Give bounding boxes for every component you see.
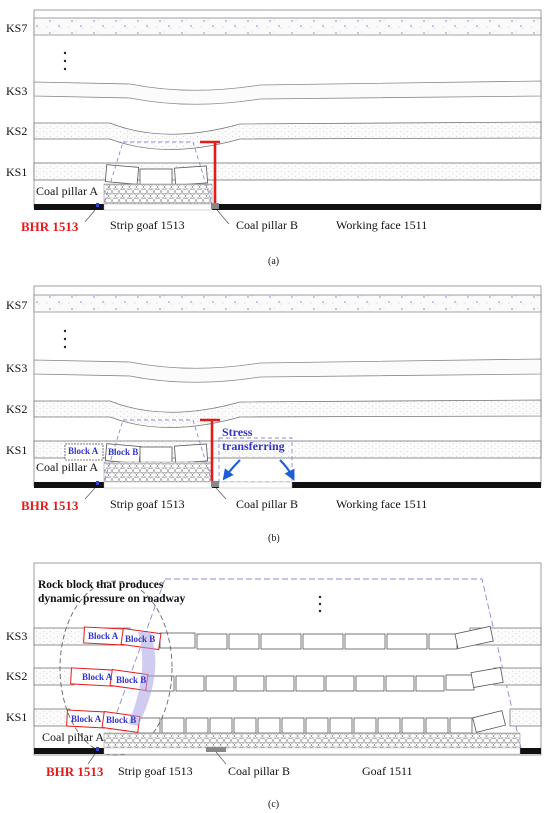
panel-c-ks2-label: KS2 — [6, 669, 28, 683]
panel-c-ks3-label: KS3 — [6, 629, 28, 643]
panel-a-coal-pillar-a-label: Coal pillar A — [36, 184, 98, 198]
panel-c-ks1-block-a-label: Block A — [71, 714, 102, 724]
panel-b-ks7-layer — [33, 294, 542, 313]
panel-b-working-face-label: Working face 1511 — [336, 497, 428, 511]
panel-c-ks2-block-a-label: Block A — [82, 672, 113, 682]
panel-c-strip-goaf-label: Strip goaf 1513 — [118, 764, 193, 778]
panel-c-ks2-block-b-label: Block B — [116, 675, 147, 685]
panel-b-block-a-rect — [64, 443, 104, 461]
panel-a-ks7-layer — [33, 17, 542, 36]
panel-a-drawing — [33, 9, 542, 225]
panel-a-coal-seam — [34, 204, 541, 210]
panel-a-working-face-label: Working face 1511 — [336, 218, 428, 232]
panel-c-coal-pillar-b-marker — [206, 747, 226, 752]
panel-a-coal-pillar-b-marker — [211, 203, 219, 209]
panel-c-ks1-label: KS1 — [6, 710, 28, 724]
panel-b-stress-label: Stress — [222, 425, 253, 439]
panel-c-title-line2: dynamic pressure on roadway — [38, 593, 186, 605]
panel-c-drawing — [33, 562, 542, 765]
panel-b-stress-zone — [218, 437, 293, 483]
panel-b-transferring-label: transferring — [222, 439, 285, 453]
panel-c-coal-seam-right — [520, 748, 541, 754]
panel-b-ks3-label: KS3 — [6, 361, 28, 375]
panel-a-strip-goaf-label: Strip goaf 1513 — [110, 218, 185, 232]
panel-c-coal-pillar-b-label: Coal pillar B — [228, 764, 290, 778]
panel-b-strip-goaf-label: Strip goaf 1513 — [110, 497, 185, 511]
panel-c-ks3-block-b-label: Block B — [125, 634, 156, 644]
panel-c-coal-seam-left — [34, 748, 104, 754]
panel-a-bhr-marker — [96, 203, 99, 207]
panel-a-ks1-block — [174, 165, 209, 186]
panel-a-ks2-layer — [33, 121, 542, 150]
panel-c-ks3-block-a-label: Block A — [88, 631, 119, 641]
panel-a-ks1-label: KS1 — [6, 165, 28, 179]
panel-b-caved-rubble — [103, 461, 213, 483]
panel-b-block-a-label: Block A — [68, 446, 99, 456]
panel-b-bhr-label: BHR 1513 — [21, 498, 79, 513]
panel-a-caved-rubble — [103, 183, 213, 205]
panel-b-stress-arrow-right — [279, 459, 295, 481]
panel-a-caption: (a) — [268, 256, 280, 267]
panel-a-ellipsis-dot — [63, 67, 67, 71]
panel-b-ks3-layer — [33, 358, 542, 383]
panel-a-ks3-layer — [33, 80, 542, 105]
panel-a-ks7-label: KS7 — [6, 21, 28, 35]
panel-c-caption: (c) — [268, 799, 280, 810]
panel-b-caption: (b) — [268, 533, 280, 544]
panel-c-coal-pillar-a-label: Coal pillar A — [42, 730, 104, 744]
panel-a-ks1-block — [139, 168, 173, 187]
panel-a-ellipsis-dot — [63, 51, 67, 55]
panel-c-title-line1: Rock block that produces — [38, 579, 164, 591]
panel-b-coal-pillar-a-label: Coal pillar A — [36, 460, 98, 474]
panel-a-ks1-block — [104, 164, 140, 185]
panel-b-stress-arrow-left — [222, 459, 241, 481]
panel-c-ks3-blocks — [159, 625, 494, 650]
panel-c-ks2-blocks — [145, 667, 504, 692]
panel-c-bhr-label: BHR 1513 — [46, 764, 104, 779]
panel-c-ks1-block-b-rect — [101, 711, 141, 733]
panel-a-coal-pillar-b-label: Coal pillar B — [236, 218, 298, 232]
panel-a-ks2-label: KS2 — [6, 124, 28, 138]
panel-b-coal-pillar-b-label: Coal pillar B — [236, 497, 298, 511]
panel-b-ks1-label: KS1 — [6, 443, 28, 457]
panel-b-coal-pillar-b-marker — [211, 481, 219, 487]
panel-c-pressure-band — [128, 632, 156, 726]
panel-c-caved-rubble — [103, 732, 521, 749]
panel-b-ks2-label: KS2 — [6, 402, 28, 416]
panel-c-dynamic-pressure-ellipse — [59, 580, 173, 756]
panel-c-ks1-block-b-label: Block B — [106, 715, 137, 725]
panel-b-drawing — [33, 285, 542, 500]
panel-b-ks2-layer — [33, 399, 542, 428]
panel-a-ellipsis-dot — [63, 59, 67, 63]
panel-c-frame — [33, 562, 542, 756]
panel-c-ks1-blocks — [137, 710, 506, 734]
panel-b-ks7-label: KS7 — [6, 298, 28, 312]
panel-a-bhr-label: BHR 1513 — [21, 219, 79, 234]
panel-c-goaf-label: Goaf 1511 — [362, 764, 413, 778]
panel-b-block-b-label: Block B — [108, 447, 139, 457]
panel-a-ks3-label: KS3 — [6, 84, 28, 98]
